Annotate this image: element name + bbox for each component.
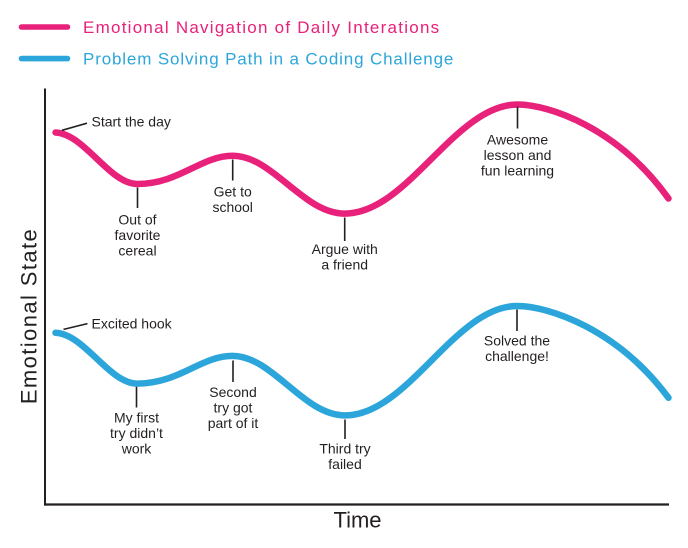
svg-text:Third try: Third try — [319, 441, 370, 457]
svg-text:Argue with: Argue with — [312, 241, 378, 257]
svg-text:part of it: part of it — [208, 415, 259, 431]
svg-text:Get to: Get to — [214, 184, 252, 200]
svg-text:Emotional State: Emotional State — [17, 228, 42, 404]
svg-text:Start the day: Start the day — [92, 114, 171, 130]
svg-text:a friend: a friend — [321, 257, 368, 273]
svg-text:Emotional Navigation of Daily: Emotional Navigation of Daily Interation… — [83, 18, 440, 37]
svg-text:fun learning: fun learning — [481, 163, 554, 179]
svg-text:try got: try got — [214, 400, 253, 416]
svg-text:favorite: favorite — [115, 227, 161, 243]
svg-text:challenge!: challenge! — [485, 348, 549, 364]
svg-text:work: work — [121, 441, 153, 457]
svg-text:My first: My first — [114, 410, 159, 426]
svg-text:Out of: Out of — [118, 212, 156, 228]
svg-text:Second: Second — [209, 384, 256, 400]
svg-text:school: school — [212, 199, 252, 215]
svg-text:try didn’t: try didn’t — [110, 425, 163, 441]
svg-text:Solved the: Solved the — [484, 333, 550, 349]
svg-text:Time: Time — [333, 508, 381, 533]
svg-text:failed: failed — [328, 456, 361, 472]
svg-text:Excited hook: Excited hook — [92, 316, 173, 332]
svg-text:Awesome: Awesome — [487, 132, 548, 148]
svg-text:Problem Solving Path in a Codi: Problem Solving Path in a Coding Challen… — [83, 50, 454, 69]
svg-text:lesson and: lesson and — [484, 147, 552, 163]
svg-text:cereal: cereal — [118, 243, 156, 259]
